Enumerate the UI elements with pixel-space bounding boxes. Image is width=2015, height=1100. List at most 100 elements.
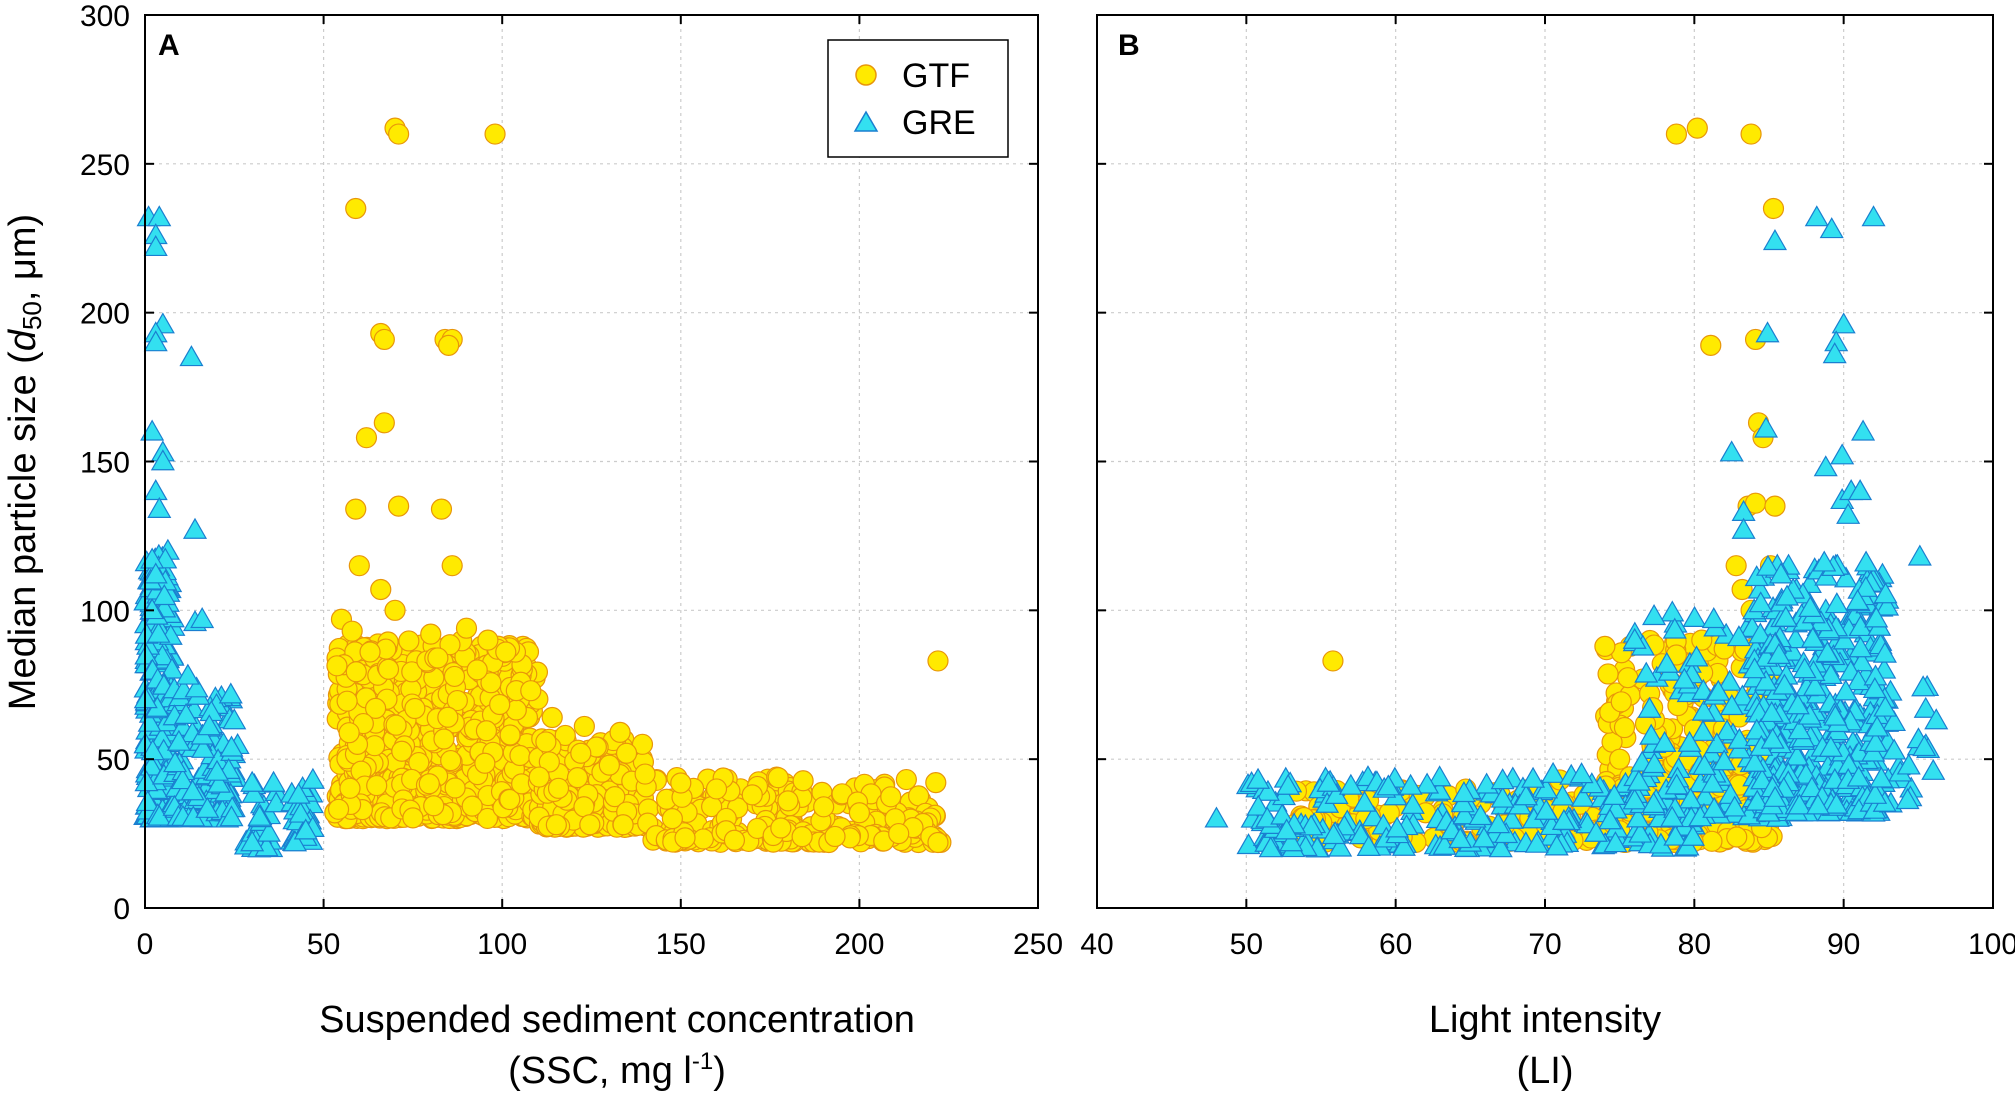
panel-b-gre-point <box>1760 727 1785 749</box>
panel-a-gtf-point <box>615 742 638 764</box>
panel-a-gtf-point <box>888 822 910 845</box>
x-tick-label: 80 <box>1678 928 1711 961</box>
panel-b-gre-point <box>1700 771 1725 793</box>
panel-b-gre-point <box>1853 575 1878 597</box>
panel-b-gre-point <box>1569 762 1594 784</box>
panel-a-x-axis-label-line2-suffix: ) <box>713 1050 726 1092</box>
panel-a-gre-point <box>241 781 266 803</box>
panel-b-gre-point <box>1882 738 1907 760</box>
panel-a-gre-point <box>146 621 171 643</box>
panel-b-gtf-point <box>1762 197 1785 220</box>
panel-b-gre-point <box>1279 830 1304 852</box>
panel-a-gtf-point <box>499 724 521 746</box>
panel-b-gre-point <box>1398 773 1423 795</box>
y-axis-label-subscript: 50 <box>17 301 47 330</box>
x-tick-label: 50 <box>1230 928 1263 961</box>
panel-a-gtf-point <box>327 798 350 820</box>
panel-a-gtf-point <box>598 754 620 776</box>
panel-a-gre-point <box>219 805 244 827</box>
panel-a-gtf-point <box>341 620 363 642</box>
panel-b-gre-point <box>1742 657 1767 679</box>
panel-b-gre-point <box>1849 650 1874 672</box>
panel-a-gre-point <box>256 820 281 842</box>
y-axis-label-symbol: d <box>2 328 44 351</box>
panel-b-gre-point <box>1766 642 1791 664</box>
x-tick-label: 200 <box>834 928 884 961</box>
panel-b-gre-point <box>1551 808 1576 830</box>
panel-b-gre-point <box>1677 730 1702 752</box>
panel-a-gtf-point <box>566 767 589 789</box>
panel-a-gre-point <box>140 598 165 620</box>
panel-a-gtf-point <box>573 796 595 818</box>
panel-b-gre-point <box>1818 735 1843 757</box>
panel-a-gre-point <box>293 818 318 840</box>
panel-b-gre-point <box>1246 767 1271 789</box>
panel-a-gtf-point <box>475 720 498 742</box>
panel-b-gtf-point <box>1665 123 1688 145</box>
panel-a-gtf-point <box>423 795 445 817</box>
panel-b-gre-point <box>1895 788 1920 810</box>
panel-b-gre-point <box>1521 766 1546 788</box>
panel-b-gre-point <box>1490 786 1515 808</box>
panel-b-gre-point <box>1799 776 1824 798</box>
panel-b-gre-point <box>1792 657 1817 679</box>
panel-b-gtf-point <box>1322 650 1344 672</box>
panel-b-gre-point <box>1641 791 1666 813</box>
panel-b-gre-point <box>1742 750 1767 772</box>
panel-b-gre-point <box>1299 814 1324 836</box>
panel-a-gtf-point <box>366 774 388 797</box>
panel-a-gre-point <box>174 702 199 724</box>
panel-b-gre-series <box>1204 205 1949 858</box>
panel-b-gre-point <box>1626 769 1651 791</box>
panel-b-gre-point <box>1534 798 1559 820</box>
panel-a-gtf-point <box>723 829 746 851</box>
panel-a-gtf-point <box>927 831 949 854</box>
y-tick-label: 50 <box>97 744 130 777</box>
panel-b-gre-point <box>1622 627 1647 649</box>
panel-b-gre-point <box>1773 605 1798 627</box>
panel-b-gre-point <box>1755 321 1780 343</box>
panel-b-gre-point <box>1748 622 1773 644</box>
panel-b-gre-point <box>1911 675 1936 697</box>
panel-a-gre-point <box>152 584 177 606</box>
panel-a-gre-point <box>170 768 195 790</box>
panel-b-gre-point <box>1236 833 1261 855</box>
panel-b-gre-point <box>1783 627 1808 649</box>
panel-b-gre-point <box>1772 673 1797 695</box>
panel-b-gre-point <box>1490 768 1515 790</box>
panel-a-gtf-point <box>427 647 449 669</box>
panel-a-label: A <box>158 29 180 62</box>
x-tick-label: 150 <box>656 928 706 961</box>
panel-b-gre-point <box>1672 667 1697 689</box>
panel-b-gre-point <box>1316 770 1341 792</box>
panel-b-gre-point <box>1663 824 1688 846</box>
panel-a-gtf-series <box>324 117 952 854</box>
legend: GTF GRE <box>827 39 1009 158</box>
panel-b-gre-point <box>1691 699 1716 721</box>
panel-a-gtf-point <box>547 777 570 799</box>
x-tick-label: 90 <box>1827 928 1860 961</box>
panel-b-gre-point <box>1755 554 1781 576</box>
panel-b-gre-point <box>1763 785 1788 807</box>
panel-a-gtf-point <box>791 826 813 848</box>
panel-b-gre-point <box>1832 628 1857 650</box>
panel-b-gre-point <box>1744 565 1769 587</box>
panel-b-x-axis-label-line1: Light intensity <box>1429 999 1661 1041</box>
panel-a-gtf-point <box>609 721 631 743</box>
panel-b-gre-point <box>1637 696 1662 718</box>
panel-a-gtf-point <box>404 697 426 720</box>
panel-a-gre-point <box>184 676 209 698</box>
panel-a-gre-point <box>218 682 243 704</box>
panel-b-gre-point <box>1690 719 1716 741</box>
panel-a-gtf-point <box>670 772 692 794</box>
panel-a-gre-point <box>140 547 165 569</box>
panel-b-gre-point <box>1864 606 1889 628</box>
panel-b-gre-point <box>1356 834 1381 856</box>
panel-b-gre-point <box>1639 723 1664 745</box>
panel-b-gre-point <box>1664 773 1689 795</box>
panel-b-gre-point <box>1660 600 1685 622</box>
panel-a-gtf-point <box>509 744 531 767</box>
panel-b-gtf-point <box>1700 334 1722 357</box>
panel-a-gtf-point <box>604 786 626 808</box>
panel-a-gtf-point <box>777 790 799 812</box>
